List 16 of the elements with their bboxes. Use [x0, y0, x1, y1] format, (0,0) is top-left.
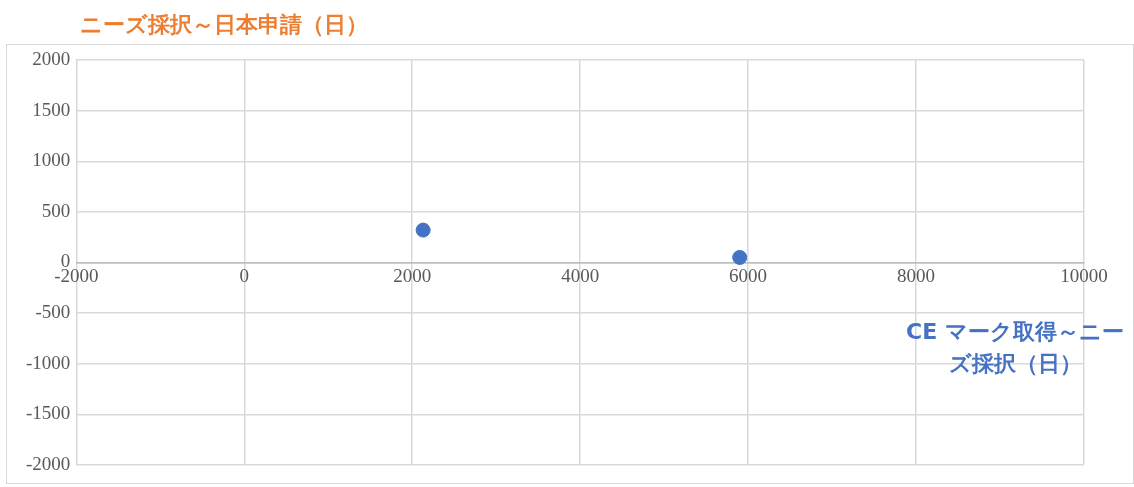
y-tick-label: -2000	[26, 452, 71, 474]
y-tick-label: -1500	[26, 402, 71, 424]
y-tick-label: 2000	[32, 47, 71, 69]
y-tick-label: -500	[35, 301, 71, 323]
y-tick-label: 1000	[32, 149, 71, 171]
x-tick-label: 0	[239, 264, 250, 286]
y-tick-label: -1000	[26, 351, 71, 373]
x-axis-title: CE マーク取得～ニーズ採択（日）	[905, 318, 1125, 378]
x-tick-label: 6000	[729, 264, 768, 286]
y-tick-label: 500	[41, 199, 71, 221]
x-tick-label: 2000	[393, 264, 432, 286]
x-tick-label: 10000	[1060, 264, 1108, 286]
y-axis-title: ニーズ採択～日本申請（日）	[80, 11, 368, 39]
y-tick-label: 1500	[32, 98, 71, 120]
x-tick-label: 4000	[561, 264, 600, 286]
x-tick-label: 8000	[897, 264, 936, 286]
